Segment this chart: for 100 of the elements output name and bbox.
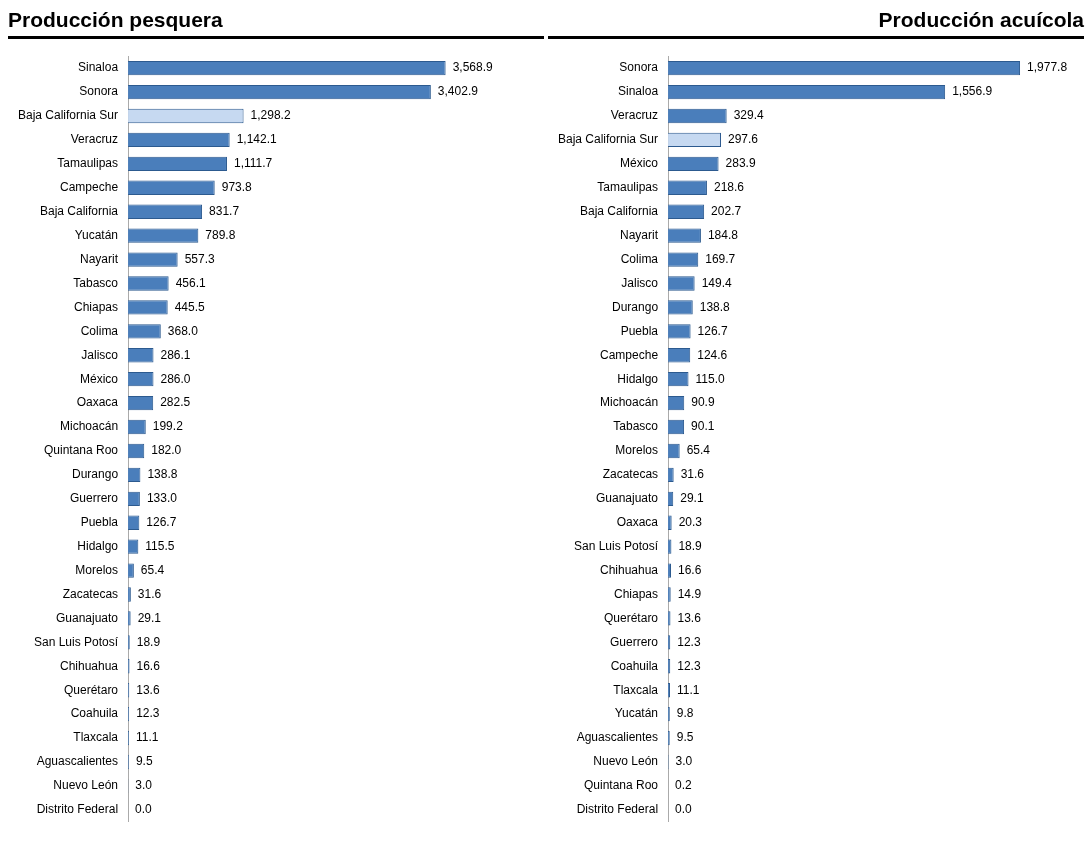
y-tick-label: Aguascalientes — [576, 730, 659, 745]
data-label: 90.9 — [691, 395, 715, 410]
data-label: 329.4 — [733, 108, 765, 123]
y-tick-label: Querétaro — [64, 682, 119, 697]
y-tick-label: Tlaxcala — [613, 682, 659, 697]
data-label: 1,298.2 — [250, 108, 291, 123]
data-label: 557.3 — [184, 251, 215, 266]
data-label: 29.1 — [137, 610, 162, 625]
data-label: 3.0 — [135, 778, 153, 793]
y-tick-label: Hidalgo — [77, 538, 119, 553]
data-label: 90.1 — [691, 419, 715, 434]
data-label: 3.0 — [675, 754, 693, 769]
data-label: 283.9 — [725, 156, 756, 171]
data-label: 9.8 — [676, 706, 694, 721]
y-tick-label: Veracruz — [70, 132, 119, 147]
y-tick-label: Quintana Roo — [583, 778, 659, 793]
data-label: 11.1 — [136, 730, 159, 745]
y-tick-label: Durango — [612, 299, 659, 314]
y-tick-label: Coahuila — [70, 706, 119, 721]
data-label: 169.7 — [705, 251, 736, 266]
data-label: 12.3 — [677, 658, 701, 673]
data-label: 20.3 — [678, 515, 703, 530]
y-tick-label: Zacatecas — [602, 467, 659, 482]
data-label: 65.4 — [140, 562, 165, 577]
y-tick-label: Chiapas — [614, 586, 659, 601]
y-tick-label: Puebla — [620, 323, 659, 338]
y-tick-label: Jalisco — [621, 275, 659, 290]
data-label: 18.9 — [136, 634, 161, 649]
data-label: 11.1 — [677, 682, 700, 697]
y-tick-label: Colima — [80, 323, 119, 338]
y-tick-label: Tabasco — [613, 419, 659, 434]
data-label: 0.2 — [675, 778, 693, 793]
data-label: 126.7 — [697, 323, 728, 338]
y-tick-label: Hidalgo — [617, 371, 659, 386]
y-tick-label: Querétaro — [604, 610, 659, 625]
y-tick-label: Yucatán — [614, 706, 659, 721]
data-label: 3,402.9 — [437, 84, 479, 99]
y-tick-label: Durango — [72, 467, 119, 482]
y-tick-label: Sinaloa — [78, 60, 119, 75]
y-tick-label: Tamaulipas — [597, 180, 659, 195]
y-tick-label: Nuevo León — [53, 778, 119, 793]
data-label: 133.0 — [146, 491, 178, 506]
y-tick-label: Nayarit — [80, 251, 119, 266]
y-tick-label: Nayarit — [620, 227, 659, 242]
data-label: 182.0 — [151, 443, 182, 458]
data-label: 149.4 — [701, 275, 732, 290]
data-label: 789.8 — [205, 227, 236, 242]
y-tick-label: Sinaloa — [618, 84, 659, 99]
y-tick-label: Distrito Federal — [36, 802, 119, 817]
y-tick-label: México — [620, 156, 659, 171]
data-label: 286.0 — [160, 371, 191, 386]
data-label: 14.9 — [677, 586, 702, 601]
data-label: 138.8 — [699, 299, 731, 314]
data-label: 1,977.8 — [1027, 60, 1068, 75]
y-tick-label: San Luis Potosí — [573, 538, 659, 553]
data-label: 115.5 — [145, 538, 175, 553]
data-label: 138.8 — [147, 467, 178, 482]
data-label: 12.3 — [136, 706, 160, 721]
data-label: 1,142.1 — [236, 132, 278, 147]
y-tick-label: Chihuahua — [599, 562, 659, 577]
y-tick-label: Baja California — [40, 204, 119, 219]
data-label: 286.1 — [160, 347, 191, 362]
data-label: 445.5 — [174, 299, 206, 314]
data-label: 973.8 — [221, 180, 253, 195]
y-tick-label: Baja California — [580, 204, 659, 219]
data-label: 282.5 — [160, 395, 191, 410]
y-tick-label: Nuevo León — [593, 754, 659, 769]
y-tick-label: Guanajuato — [595, 491, 659, 506]
chart-title: Producción acuícola — [548, 8, 1084, 39]
data-label: 115.0 — [695, 371, 725, 386]
y-tick-label: Michoacán — [600, 395, 659, 410]
y-tick-label: San Luis Potosí — [33, 634, 119, 649]
y-tick-label: Zacatecas — [62, 586, 119, 601]
data-label: 13.6 — [136, 682, 160, 697]
y-tick-label: Colima — [620, 251, 659, 266]
y-tick-label: Michoacán — [60, 419, 119, 434]
y-tick-label: Oaxaca — [76, 395, 119, 410]
y-tick-label: Oaxaca — [616, 515, 659, 530]
y-tick-label: Morelos — [75, 562, 119, 577]
y-tick-label: Guerrero — [610, 634, 659, 649]
y-tick-label: Puebla — [80, 515, 119, 530]
data-label: 831.7 — [209, 204, 240, 219]
y-tick-label: Baja California Sur — [557, 132, 659, 147]
data-label: 202.7 — [711, 204, 742, 219]
data-label: 1,556.9 — [952, 84, 993, 99]
y-tick-label: Guerrero — [70, 491, 119, 506]
y-tick-label: Veracruz — [610, 108, 659, 123]
data-label: 0.0 — [675, 802, 693, 817]
y-tick-label: Distrito Federal — [576, 802, 659, 817]
data-label: 16.6 — [136, 658, 161, 673]
y-tick-label: Campeche — [600, 347, 659, 362]
y-tick-label: Jalisco — [81, 347, 119, 362]
y-tick-label: México — [80, 371, 119, 386]
data-label: 1,111.7 — [233, 156, 273, 171]
y-tick-label: Guanajuato — [55, 610, 119, 625]
data-label: 126.7 — [146, 515, 177, 530]
data-label: 9.5 — [135, 754, 153, 769]
y-tick-label: Aguascalientes — [36, 754, 119, 769]
data-label: 65.4 — [686, 443, 711, 458]
data-label: 218.6 — [713, 180, 745, 195]
